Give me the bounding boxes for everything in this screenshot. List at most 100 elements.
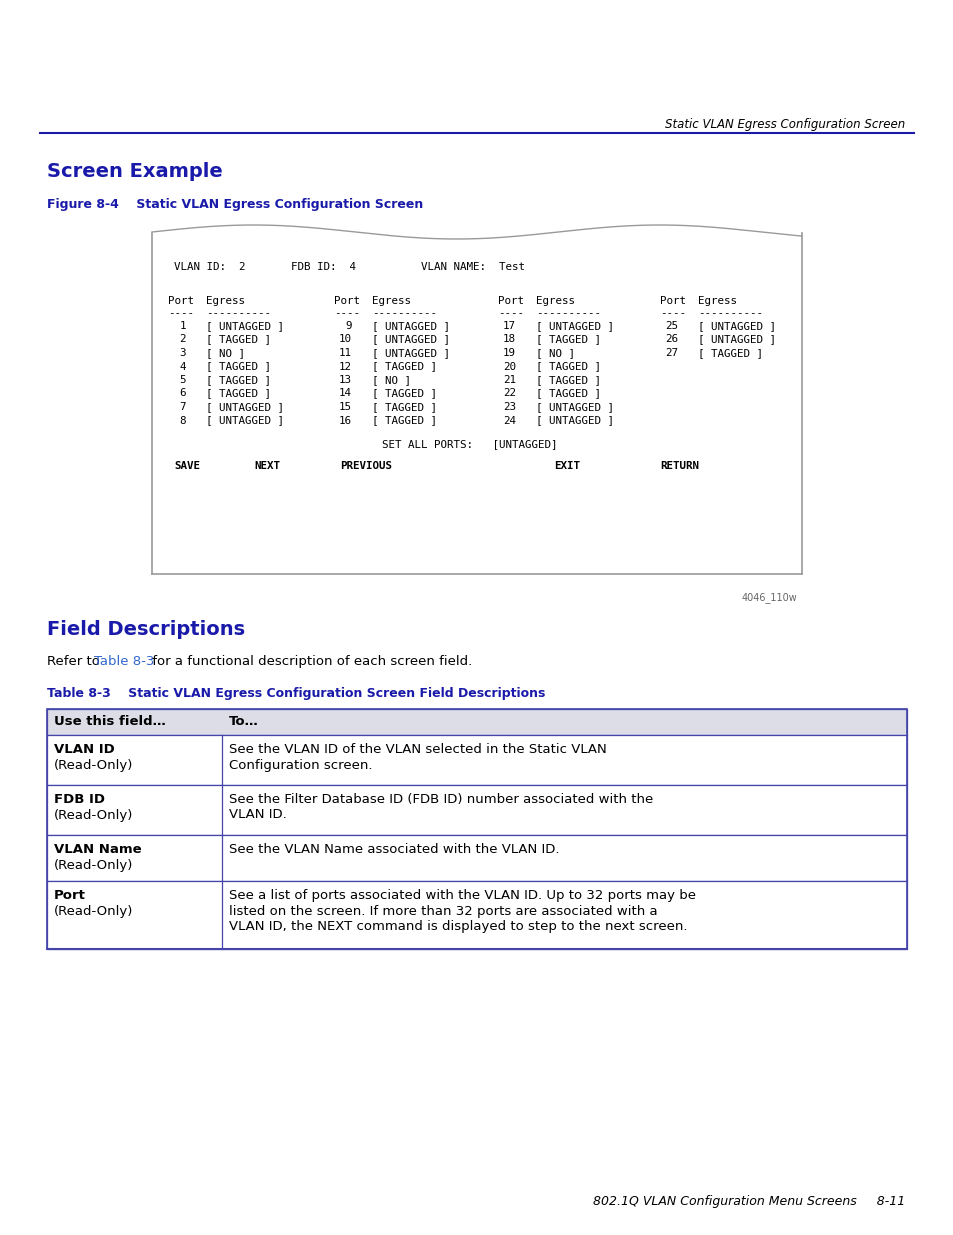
Text: Table 8-3: Table 8-3 — [94, 655, 154, 668]
Bar — [47, 735, 906, 785]
Text: 27: 27 — [664, 348, 678, 358]
Text: EXIT: EXIT — [554, 461, 579, 471]
Text: [ TAGGED ]: [ TAGGED ] — [372, 403, 436, 412]
Text: [ UNTAGGED ]: [ UNTAGGED ] — [536, 403, 614, 412]
Bar — [47, 835, 906, 881]
Text: Table 8-3    Static VLAN Egress Configuration Screen Field Descriptions: Table 8-3 Static VLAN Egress Configurati… — [47, 687, 545, 700]
Bar — [47, 709, 906, 735]
Text: [ UNTAGGED ]: [ UNTAGGED ] — [206, 403, 284, 412]
Text: [ UNTAGGED ]: [ UNTAGGED ] — [372, 321, 450, 331]
Text: listed on the screen. If more than 32 ports are associated with a: listed on the screen. If more than 32 po… — [229, 904, 657, 918]
Text: 10: 10 — [338, 335, 352, 345]
Text: Port: Port — [659, 296, 685, 306]
Text: 15: 15 — [338, 403, 352, 412]
Text: [ TAGGED ]: [ TAGGED ] — [206, 389, 271, 399]
Text: 16: 16 — [338, 415, 352, 426]
Text: [ NO ]: [ NO ] — [536, 348, 575, 358]
Text: ----------: ---------- — [372, 308, 436, 317]
Bar — [47, 881, 906, 948]
Text: [ UNTAGGED ]: [ UNTAGGED ] — [536, 321, 614, 331]
Text: 1: 1 — [179, 321, 186, 331]
Text: SET ALL PORTS:   [UNTAGGED]: SET ALL PORTS: [UNTAGGED] — [381, 438, 557, 450]
Text: for a functional description of each screen field.: for a functional description of each scr… — [148, 655, 472, 668]
Text: 22: 22 — [502, 389, 516, 399]
Text: 13: 13 — [338, 375, 352, 385]
Text: [ UNTAGGED ]: [ UNTAGGED ] — [372, 348, 450, 358]
Text: (Read-Only): (Read-Only) — [54, 809, 133, 823]
Text: ----------: ---------- — [698, 308, 762, 317]
Text: [ TAGGED ]: [ TAGGED ] — [372, 362, 436, 372]
Bar — [47, 785, 906, 835]
Text: 20: 20 — [502, 362, 516, 372]
Bar — [47, 709, 906, 948]
Text: VLAN ID, the NEXT command is displayed to step to the next screen.: VLAN ID, the NEXT command is displayed t… — [229, 920, 687, 932]
Text: Refer to: Refer to — [47, 655, 104, 668]
Text: 4: 4 — [179, 362, 186, 372]
Text: [ UNTAGGED ]: [ UNTAGGED ] — [536, 415, 614, 426]
Text: 17: 17 — [502, 321, 516, 331]
Text: Screen Example: Screen Example — [47, 162, 222, 182]
Text: See the Filter Database ID (FDB ID) number associated with the: See the Filter Database ID (FDB ID) numb… — [229, 793, 653, 806]
Text: Field Descriptions: Field Descriptions — [47, 620, 245, 638]
Text: 18: 18 — [502, 335, 516, 345]
Text: Port: Port — [168, 296, 193, 306]
Text: To…: To… — [229, 715, 258, 727]
Text: [ TAGGED ]: [ TAGGED ] — [536, 362, 600, 372]
Text: FDB ID: FDB ID — [54, 793, 105, 806]
Text: RETURN: RETURN — [659, 461, 699, 471]
Text: Use this field…: Use this field… — [54, 715, 166, 727]
Text: PREVIOUS: PREVIOUS — [339, 461, 392, 471]
Text: [ TAGGED ]: [ TAGGED ] — [372, 389, 436, 399]
Text: VLAN Name: VLAN Name — [54, 844, 141, 856]
Text: See the VLAN ID of the VLAN selected in the Static VLAN: See the VLAN ID of the VLAN selected in … — [229, 743, 606, 756]
Text: ----: ---- — [497, 308, 523, 317]
Text: Egress: Egress — [206, 296, 245, 306]
Text: [ TAGGED ]: [ TAGGED ] — [536, 375, 600, 385]
Text: Port: Port — [497, 296, 523, 306]
Text: [ TAGGED ]: [ TAGGED ] — [698, 348, 762, 358]
Text: 14: 14 — [338, 389, 352, 399]
Text: [ TAGGED ]: [ TAGGED ] — [372, 415, 436, 426]
Text: 9: 9 — [345, 321, 352, 331]
Text: [ NO ]: [ NO ] — [206, 348, 245, 358]
Text: (Read-Only): (Read-Only) — [54, 760, 133, 772]
Text: ----: ---- — [334, 308, 359, 317]
Bar — [152, 228, 801, 574]
Text: Port: Port — [334, 296, 359, 306]
Text: ----: ---- — [659, 308, 685, 317]
Text: VLAN ID:  2       FDB ID:  4          VLAN NAME:  Test: VLAN ID: 2 FDB ID: 4 VLAN NAME: Test — [173, 262, 524, 272]
Text: Egress: Egress — [698, 296, 737, 306]
Text: VLAN ID.: VLAN ID. — [229, 809, 287, 821]
Text: 802.1Q VLAN Configuration Menu Screens     8-11: 802.1Q VLAN Configuration Menu Screens 8… — [592, 1195, 904, 1208]
Text: 25: 25 — [664, 321, 678, 331]
Text: VLAN ID: VLAN ID — [54, 743, 114, 756]
Text: [ UNTAGGED ]: [ UNTAGGED ] — [372, 335, 450, 345]
Text: Egress: Egress — [372, 296, 411, 306]
Text: 24: 24 — [502, 415, 516, 426]
Text: Egress: Egress — [536, 296, 575, 306]
Text: 12: 12 — [338, 362, 352, 372]
Text: 4046_110w: 4046_110w — [740, 592, 796, 603]
Text: 3: 3 — [179, 348, 186, 358]
Text: Port: Port — [54, 889, 86, 902]
Text: 23: 23 — [502, 403, 516, 412]
Text: Static VLAN Egress Configuration Screen: Static VLAN Egress Configuration Screen — [664, 119, 904, 131]
Text: [ TAGGED ]: [ TAGGED ] — [206, 362, 271, 372]
Text: 6: 6 — [179, 389, 186, 399]
Text: [ TAGGED ]: [ TAGGED ] — [206, 375, 271, 385]
Text: [ TAGGED ]: [ TAGGED ] — [206, 335, 271, 345]
Text: ----------: ---------- — [206, 308, 271, 317]
Text: See a list of ports associated with the VLAN ID. Up to 32 ports may be: See a list of ports associated with the … — [229, 889, 696, 902]
Text: [ UNTAGGED ]: [ UNTAGGED ] — [206, 321, 284, 331]
Text: Configuration screen.: Configuration screen. — [229, 758, 372, 772]
Text: 7: 7 — [179, 403, 186, 412]
Text: [ UNTAGGED ]: [ UNTAGGED ] — [698, 321, 775, 331]
Text: 2: 2 — [179, 335, 186, 345]
Text: ----------: ---------- — [536, 308, 600, 317]
Text: [ TAGGED ]: [ TAGGED ] — [536, 335, 600, 345]
Text: (Read-Only): (Read-Only) — [54, 860, 133, 872]
Text: [ NO ]: [ NO ] — [372, 375, 411, 385]
Text: NEXT: NEXT — [253, 461, 280, 471]
Text: [ UNTAGGED ]: [ UNTAGGED ] — [206, 415, 284, 426]
Text: 21: 21 — [502, 375, 516, 385]
